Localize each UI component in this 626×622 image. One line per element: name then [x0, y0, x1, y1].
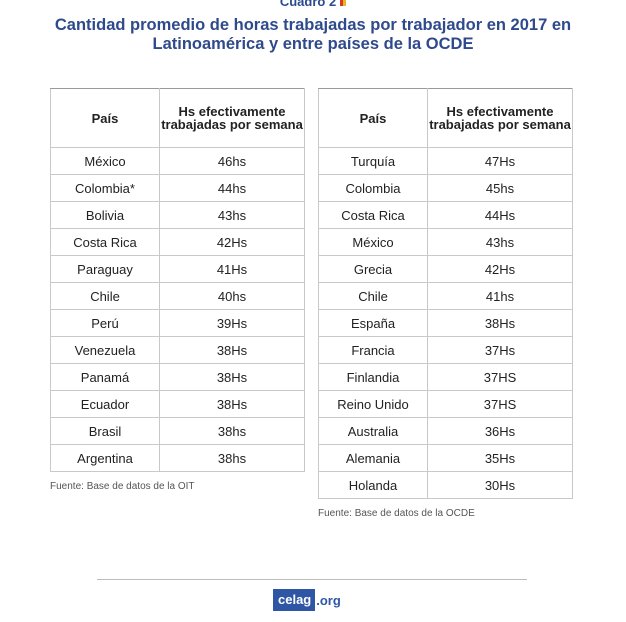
country-cell: Francia	[318, 336, 428, 364]
country-cell: Australia	[318, 417, 428, 445]
country-cell: Brasil	[50, 417, 160, 445]
hours-cell: 37Hs	[427, 336, 573, 364]
table-row: Turquía 47Hs	[318, 147, 573, 175]
table-row: Ecuador 38Hs	[50, 390, 305, 418]
country-cell: Bolivia	[50, 201, 160, 229]
country-cell: Holanda	[318, 471, 428, 499]
logo-main: celag	[273, 589, 316, 611]
hours-cell: 39Hs	[159, 309, 305, 337]
footer-divider	[97, 579, 527, 580]
ocde-table: País Hs efectivamente trabajadas por sem…	[318, 88, 573, 499]
column-header-country: País	[50, 88, 160, 148]
country-cell: México	[318, 228, 428, 256]
country-cell: Panamá	[50, 363, 160, 391]
table-row: Holanda 30Hs	[318, 471, 573, 499]
hours-cell: 42Hs	[427, 255, 573, 283]
column-header-hours: Hs efectivamente trabajadas por semana	[159, 88, 305, 148]
table-row: México 46hs	[50, 147, 305, 175]
table-row: Bolivia 43hs	[50, 201, 305, 229]
celag-logo: celag .org	[273, 589, 341, 611]
hours-cell: 41Hs	[159, 255, 305, 283]
country-cell: España	[318, 309, 428, 337]
hours-cell: 38Hs	[159, 390, 305, 418]
country-cell: Colombia*	[50, 174, 160, 202]
latam-table: País Hs efectivamente trabajadas por sem…	[50, 88, 305, 472]
country-cell: México	[50, 147, 160, 175]
logo-suffix: .org	[316, 592, 341, 608]
hours-cell: 45hs	[427, 174, 573, 202]
hours-cell: 38Hs	[159, 363, 305, 391]
country-cell: Paraguay	[50, 255, 160, 283]
table-row: Costa Rica 44Hs	[318, 201, 573, 229]
table-row: Australia 36Hs	[318, 417, 573, 445]
country-cell: Perú	[50, 309, 160, 337]
table-row: Argentina 38hs	[50, 444, 305, 472]
hours-cell: 37HS	[427, 363, 573, 391]
country-cell: Grecia	[318, 255, 428, 283]
country-cell: Chile	[318, 282, 428, 310]
country-cell: Colombia	[318, 174, 428, 202]
country-cell: Costa Rica	[50, 228, 160, 256]
table-row: Perú 39Hs	[50, 309, 305, 337]
table-row: Panamá 38Hs	[50, 363, 305, 391]
table-row: Grecia 42Hs	[318, 255, 573, 283]
table-row: Alemania 35Hs	[318, 444, 573, 472]
table-row: Venezuela 38Hs	[50, 336, 305, 364]
country-cell: Finlandia	[318, 363, 428, 391]
flag-icon	[340, 0, 347, 7]
country-cell: Alemania	[318, 444, 428, 472]
source-note-ocde: Fuente: Base de datos de la OCDE	[318, 508, 475, 519]
hours-cell: 40hs	[159, 282, 305, 310]
table-row: Chile 40hs	[50, 282, 305, 310]
hours-cell: 30Hs	[427, 471, 573, 499]
country-cell: Turquía	[318, 147, 428, 175]
column-header-hours: Hs efectivamente trabajadas por semana	[427, 88, 573, 148]
table-row: México 43hs	[318, 228, 573, 256]
country-cell: Venezuela	[50, 336, 160, 364]
hours-cell: 38hs	[159, 444, 305, 472]
table-row: Brasil 38hs	[50, 417, 305, 445]
figure-label: Cuadro 2	[0, 0, 626, 9]
hours-cell: 44hs	[159, 174, 305, 202]
table-row: Reino Unido 37HS	[318, 390, 573, 418]
table-row: Paraguay 41Hs	[50, 255, 305, 283]
source-note-oit: Fuente: Base de datos de la OIT	[50, 481, 195, 492]
hours-cell: 43hs	[427, 228, 573, 256]
table-row: Costa Rica 42Hs	[50, 228, 305, 256]
hours-cell: 42Hs	[159, 228, 305, 256]
hours-cell: 37HS	[427, 390, 573, 418]
hours-cell: 43hs	[159, 201, 305, 229]
hours-cell: 44Hs	[427, 201, 573, 229]
hours-cell: 38Hs	[159, 336, 305, 364]
table-row: Colombia 45hs	[318, 174, 573, 202]
table-row: Chile 41hs	[318, 282, 573, 310]
table-row: España 38Hs	[318, 309, 573, 337]
column-header-country: País	[318, 88, 428, 148]
hours-cell: 36Hs	[427, 417, 573, 445]
page-title: Cantidad promedio de horas trabajadas po…	[54, 16, 572, 53]
table-row: Finlandia 37HS	[318, 363, 573, 391]
hours-cell: 47Hs	[427, 147, 573, 175]
hours-cell: 35Hs	[427, 444, 573, 472]
table-row: Colombia* 44hs	[50, 174, 305, 202]
country-cell: Ecuador	[50, 390, 160, 418]
hours-cell: 38Hs	[427, 309, 573, 337]
country-cell: Argentina	[50, 444, 160, 472]
country-cell: Reino Unido	[318, 390, 428, 418]
hours-cell: 38hs	[159, 417, 305, 445]
hours-cell: 46hs	[159, 147, 305, 175]
country-cell: Chile	[50, 282, 160, 310]
hours-cell: 41hs	[427, 282, 573, 310]
table-row: Francia 37Hs	[318, 336, 573, 364]
country-cell: Costa Rica	[318, 201, 428, 229]
